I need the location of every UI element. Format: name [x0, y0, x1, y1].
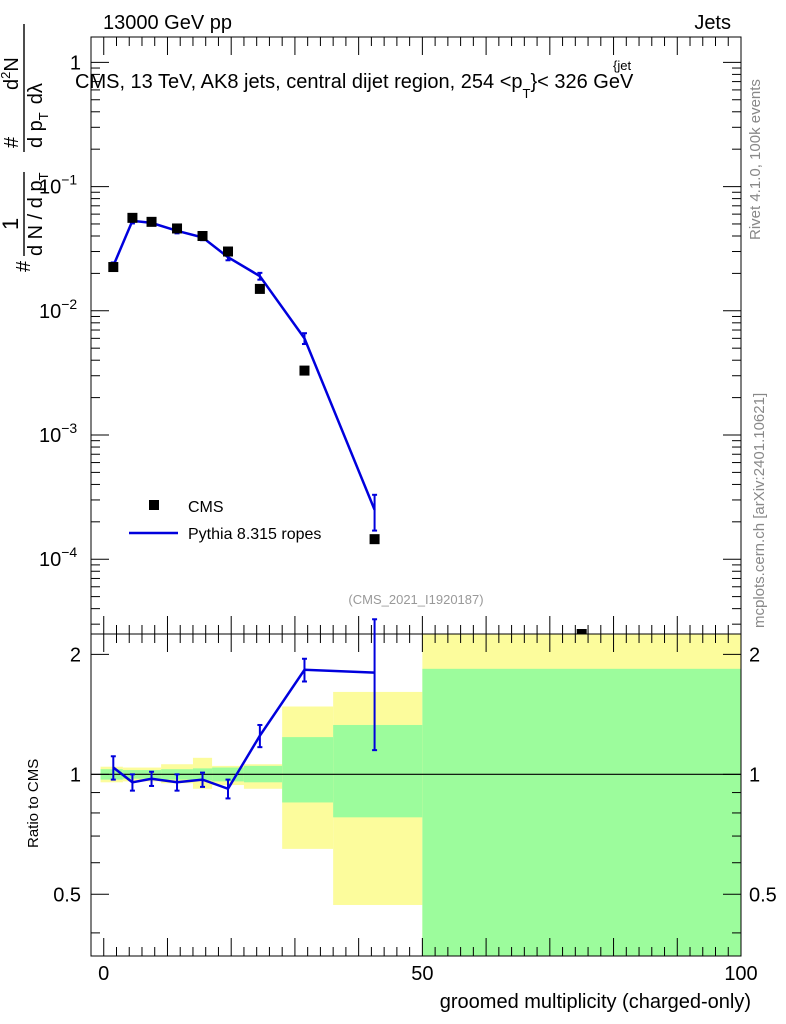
ratio-panel-axes: 0 50 100 0.5 0.5 1 1 2 2	[53, 633, 777, 985]
cms-data-point	[197, 231, 208, 241]
cms-data-point	[146, 216, 157, 227]
ylabel-dpt: d p	[25, 120, 47, 148]
main-y-tick-label: 10−3	[39, 420, 77, 447]
ratio-y-tick-label-left: 0.5	[53, 884, 81, 906]
cms-data-point	[108, 262, 119, 273]
ratio-y-tick-label-left: 1	[70, 764, 81, 786]
ratio-uncertainty-bands	[100, 634, 741, 956]
ylabel-dpt-dl: d pTdλ	[25, 83, 51, 148]
plot-title: CMS, 13 TeV, AK8 jets, central dijet reg…	[75, 71, 634, 101]
ylabel-n: N	[1, 57, 23, 71]
ratio-y-axis-label: Ratio to CMS	[25, 759, 42, 848]
plot-title-sub: T	[523, 86, 531, 101]
ylabel-one: 1	[0, 218, 23, 230]
ylabel-dl-d: d	[25, 93, 47, 104]
ylabel-lambda: λ	[25, 83, 47, 93]
rivet-version-label: Rivet 4.1.0, 100k events	[747, 79, 764, 240]
ratio-band-inner	[282, 737, 334, 803]
ylabel-hash-1: #	[13, 260, 35, 272]
cms-data-point	[576, 629, 587, 634]
legend-pythia-label: Pythia 8.315 ropes	[188, 526, 321, 543]
ratio-band-inner	[422, 668, 741, 956]
legend-cms-marker	[149, 500, 159, 510]
x-axis-label: groomed multiplicity (charged-only)	[440, 991, 751, 1013]
ratio-x-tick-label: 0	[98, 963, 109, 985]
ylabel-dn-dpt: d N / d pT	[25, 172, 51, 256]
plot-title-sup: {jet	[613, 58, 631, 73]
ratio-band-inner	[333, 724, 423, 818]
ratio-x-tick-label: 50	[411, 963, 433, 985]
ylabel-dn-dpt-text: d N / d p	[25, 180, 47, 256]
main-y-axis-label: # 1 d N / d pT # d2N d pTdλ	[0, 24, 51, 272]
legend-cms-label: CMS	[188, 499, 224, 516]
ylabel-dn-dpt-sub: T	[36, 172, 51, 180]
beam-label: 13000 GeV pp	[103, 12, 232, 34]
ylabel-d2n: d2N	[0, 57, 23, 90]
cms-data-point	[127, 212, 138, 223]
ratio-panel-marks	[110, 618, 378, 800]
ylabel-hash-2: #	[1, 136, 23, 148]
cms-data-point	[299, 365, 310, 376]
ratio-y-tick-label-right: 2	[749, 644, 760, 666]
ylabel-dpt-sub: T	[36, 112, 51, 120]
main-plot-frame	[90, 36, 742, 635]
legend: CMS Pythia 8.315 ropes	[129, 499, 321, 543]
cms-data-point	[223, 246, 234, 257]
ratio-plot-frame	[90, 633, 742, 957]
cms-data-point	[369, 534, 380, 545]
mcplots-label: mcplots.cern.ch [arXiv:2401.10621]	[751, 393, 768, 628]
ratio-y-tick-label-left: 2	[70, 644, 81, 666]
ratio-y-tick-label-right: 1	[749, 764, 760, 786]
main-panel-marks	[108, 212, 587, 634]
analysis-id-label: (CMS_2021_I1920187)	[348, 592, 483, 607]
ylabel-d: d	[1, 79, 23, 90]
cms-data-point	[254, 283, 265, 294]
plot-title-suffix: }< 326 GeV	[530, 71, 634, 93]
main-y-tick-label: 1	[70, 52, 81, 74]
ratio-x-tick-label: 100	[724, 963, 757, 985]
cms-data-point	[172, 223, 183, 234]
pythia-line	[112, 219, 376, 511]
main-y-tick-label: 10−1	[39, 172, 77, 199]
process-label: Jets	[694, 12, 731, 34]
main-y-tick-label: 10−2	[39, 296, 77, 323]
main-y-tick-label: 10−4	[39, 544, 77, 571]
ratio-y-tick-label-right: 0.5	[749, 884, 777, 906]
main-panel-axes: 10−4 10−3 10−2 10−1 1	[39, 36, 742, 635]
ylabel-two: 2	[0, 72, 13, 79]
plot-title-prefix: CMS, 13 TeV, AK8 jets, central dijet reg…	[75, 71, 523, 93]
